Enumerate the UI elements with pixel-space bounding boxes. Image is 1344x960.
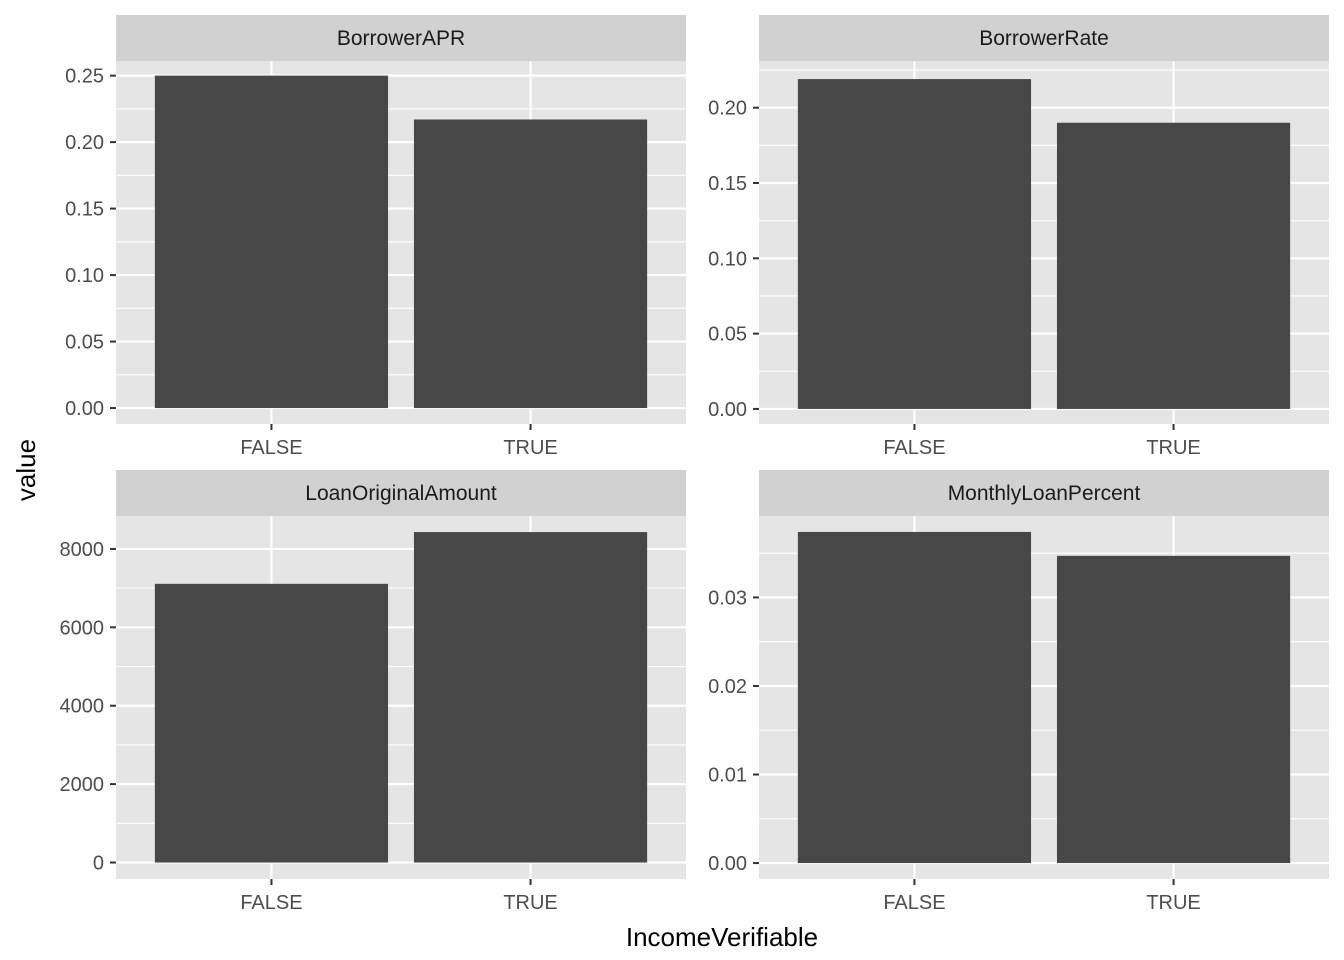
facet-panel: BorrowerAPR 0.00 0.05 0.10 0.15 0.20 0.25 FALSE… [65, 15, 686, 459]
x-tick-label: FALSE [240, 892, 302, 914]
facet-strip [116, 470, 686, 516]
y-tick-label: 0.01 [708, 765, 747, 787]
x-axis-title: IncomeVerifiable [626, 922, 818, 952]
facet-strip [116, 15, 686, 61]
y-tick-label: 0.00 [65, 398, 104, 420]
y-tick-label: 0.02 [708, 676, 747, 698]
facet-title: MonthlyLoanPercent [948, 482, 1141, 505]
facet-title: LoanOriginalAmount [305, 482, 497, 505]
facet-panel: LoanOriginalAmount 0 2000 4000 6000 8000 FALSE… [60, 470, 686, 914]
x-tick-label: FALSE [883, 437, 945, 459]
y-tick-label: 0 [93, 853, 104, 875]
facet-strip [759, 15, 1329, 61]
y-tick-label: 4000 [60, 696, 105, 718]
facet-panel: BorrowerRate 0.00 0.05 0.10 0.15 0.20 FALSE TRU… [708, 15, 1329, 459]
x-tick-label: TRUE [503, 437, 557, 459]
x-tick-label: TRUE [503, 892, 557, 914]
y-tick-label: 0.03 [708, 587, 747, 609]
x-tick-label: FALSE [240, 437, 302, 459]
y-tick-label: 0.10 [708, 248, 747, 270]
y-tick-label: 0.10 [65, 265, 104, 287]
bar [413, 119, 648, 409]
y-tick-label: 8000 [60, 539, 105, 561]
bar [1056, 555, 1291, 864]
y-tick-label: 6000 [60, 617, 105, 639]
y-tick-label: 0.00 [708, 399, 747, 421]
bar [797, 79, 1032, 409]
bar [154, 583, 389, 863]
facet-title: BorrowerAPR [337, 27, 465, 50]
y-tick-label: 0.25 [65, 66, 104, 88]
y-tick-label: 0.20 [65, 132, 104, 154]
x-tick-label: FALSE [883, 892, 945, 914]
bar [154, 75, 389, 409]
y-tick-label: 0.15 [708, 173, 747, 195]
y-tick-label: 0.15 [65, 199, 104, 221]
bar [1056, 122, 1291, 409]
y-tick-label: 0.20 [708, 98, 747, 120]
y-tick-label: 0.05 [708, 324, 747, 346]
x-tick-label: TRUE [1146, 437, 1200, 459]
bar [797, 531, 1032, 864]
bar [413, 532, 648, 863]
y-tick-label: 0.05 [65, 332, 104, 354]
y-tick-label: 2000 [60, 774, 105, 796]
y-axis-title: value [11, 439, 41, 501]
y-tick-label: 0.00 [708, 853, 747, 875]
facet-strip [759, 470, 1329, 516]
facet-title: BorrowerRate [979, 27, 1109, 50]
x-tick-label: TRUE [1146, 892, 1200, 914]
facet-panel: MonthlyLoanPercent 0.00 0.01 0.02 0.03 FALSE T… [708, 470, 1329, 914]
